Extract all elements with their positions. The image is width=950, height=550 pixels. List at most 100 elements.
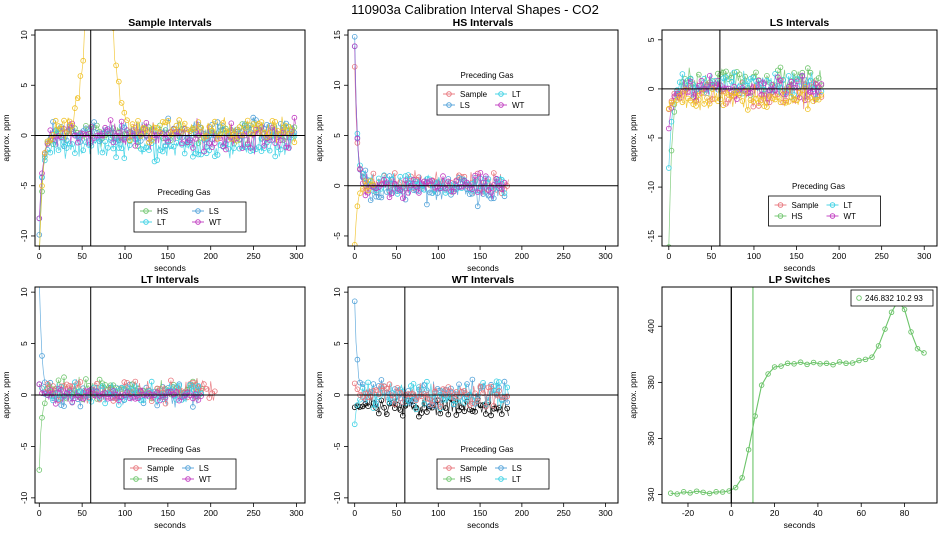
legend-label: 246.832 10.2 93 (865, 294, 923, 303)
data-point (102, 381, 108, 388)
data-point (58, 402, 64, 409)
y-tick-label: 5 (332, 133, 342, 138)
data-point (807, 77, 814, 84)
data-point (190, 153, 196, 160)
data-point (378, 377, 385, 383)
plot-area (348, 287, 618, 503)
data-point (755, 77, 762, 84)
data-point (480, 390, 486, 397)
data-point (110, 388, 117, 394)
data-point (272, 140, 279, 147)
data-point (472, 172, 478, 179)
data-point (121, 155, 128, 162)
data-point (504, 393, 511, 400)
data-point (720, 75, 727, 81)
data-point (41, 150, 48, 156)
data-point (367, 393, 374, 400)
data-point (50, 383, 56, 389)
data-point (151, 158, 158, 165)
data-point (490, 195, 497, 202)
plot-frame (661, 286, 938, 504)
data-point (162, 400, 169, 407)
data-point (424, 395, 430, 402)
data-point (58, 134, 64, 141)
data-point (365, 403, 371, 410)
x-tick-label: 150 (161, 508, 175, 518)
data-point (429, 401, 436, 408)
data-point (869, 354, 875, 360)
data-point (195, 140, 202, 147)
data-point (375, 391, 382, 398)
data-point (77, 73, 84, 79)
data-point (791, 361, 797, 367)
data-point (416, 190, 422, 196)
data-point (843, 360, 849, 367)
data-point (170, 384, 177, 390)
data-point (667, 490, 674, 496)
data-point (135, 395, 141, 402)
series-line (354, 382, 509, 408)
data-point (725, 92, 732, 98)
data-point (788, 78, 795, 85)
data-point (496, 388, 502, 394)
data-point (373, 387, 379, 393)
data-point (362, 178, 369, 185)
data-point (69, 383, 75, 390)
data-point (50, 397, 56, 404)
series-line (668, 75, 822, 129)
data-point (88, 386, 95, 393)
data-point (908, 329, 914, 335)
data-point (739, 475, 745, 481)
data-point (214, 152, 221, 158)
data-point (162, 119, 169, 125)
data-point (695, 82, 702, 89)
data-point (258, 119, 265, 125)
data-point (77, 395, 84, 401)
data-point (105, 145, 111, 151)
data-point (176, 129, 183, 135)
data-point (39, 170, 45, 177)
legend-label: Sample (460, 464, 488, 473)
data-point (195, 151, 202, 158)
data-point (375, 194, 382, 200)
x-tick-label: 0 (37, 508, 42, 518)
data-point (277, 146, 284, 153)
data-point (135, 118, 141, 124)
data-point (429, 178, 436, 184)
data-point (105, 128, 111, 134)
data-point (151, 124, 158, 131)
data-point (472, 179, 478, 185)
data-point (354, 135, 361, 142)
data-point (490, 170, 497, 176)
data-point (437, 403, 444, 410)
data-point (102, 138, 108, 145)
data-point (157, 386, 163, 392)
data-point (397, 407, 404, 413)
data-point (124, 127, 130, 133)
data-point (190, 126, 196, 133)
data-point (354, 386, 361, 393)
data-point (88, 142, 95, 149)
data-point (668, 147, 675, 154)
data-point (709, 96, 716, 102)
data-point (192, 390, 199, 397)
data-point (665, 165, 672, 171)
data-point (830, 361, 836, 368)
data-point (124, 117, 130, 123)
data-point (758, 91, 765, 98)
data-point (777, 64, 784, 71)
data-point (255, 120, 262, 127)
data-point (181, 392, 188, 399)
data-point (72, 150, 78, 157)
legend-marker (829, 213, 836, 219)
data-point (154, 157, 161, 163)
x-tick-label: 150 (473, 508, 487, 518)
legend-title: Preceding Gas (461, 71, 514, 80)
data-point (687, 75, 694, 82)
x-tick-label: 300 (289, 508, 303, 518)
data-point (378, 194, 385, 201)
data-point (212, 118, 218, 125)
data-point (761, 103, 767, 109)
data-point (190, 145, 196, 151)
x-axis-label: seconds (784, 263, 816, 273)
